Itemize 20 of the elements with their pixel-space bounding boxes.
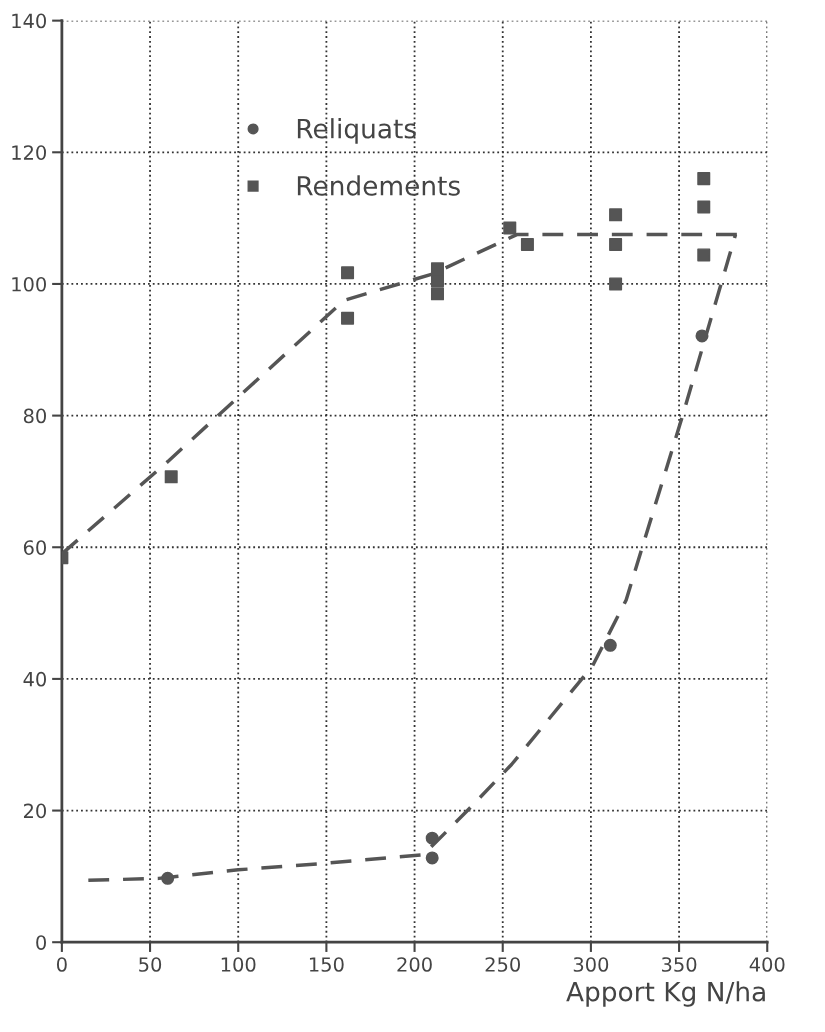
- legend-label: Rendements: [297, 175, 460, 196]
- legend-label: Reliquats: [297, 118, 416, 144]
- x-tick-label: 50: [139, 957, 162, 972]
- x-tick-label: 350: [662, 957, 697, 972]
- x-tick-label: 300: [573, 957, 609, 972]
- x-axis-title: Apport Kg N/ha: [566, 981, 765, 1007]
- y-tick-label: 100: [12, 276, 46, 292]
- y-tick-label: 20: [23, 803, 46, 819]
- y-tick-label: 80: [23, 408, 46, 424]
- x-tick-label: 250: [485, 957, 520, 972]
- y-tick-label: 0: [36, 935, 46, 950]
- x-tick-label: 150: [309, 957, 344, 972]
- y-tick-label: 120: [12, 145, 46, 160]
- x-tick-label: 100: [221, 957, 256, 972]
- y-tick-label: 60: [23, 540, 46, 555]
- y-tick-label: 40: [23, 671, 46, 687]
- y-tick-label: 140: [12, 13, 46, 29]
- x-tick-label: 200: [397, 957, 432, 972]
- x-tick-label: 0: [56, 957, 67, 972]
- x-tick-label: 400: [749, 957, 785, 972]
